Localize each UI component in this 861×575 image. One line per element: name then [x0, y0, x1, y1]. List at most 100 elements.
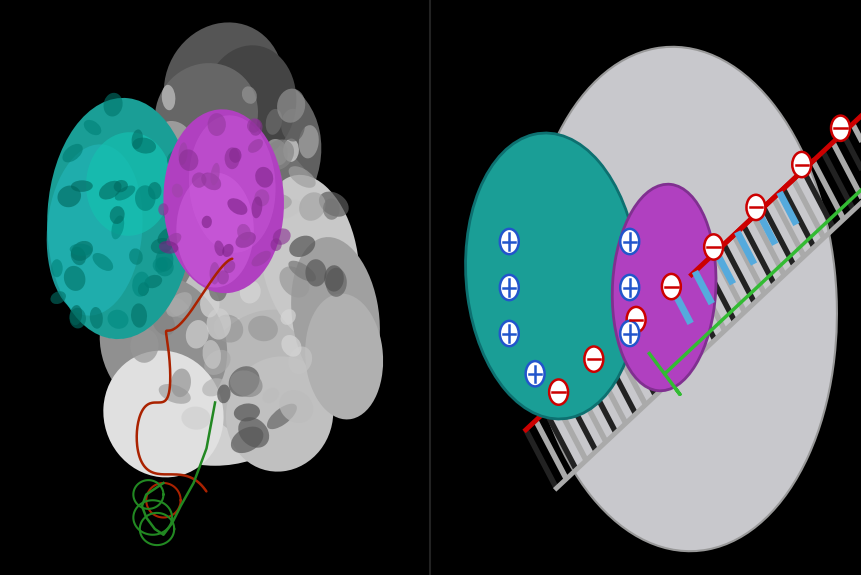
Ellipse shape	[152, 72, 321, 250]
Ellipse shape	[465, 133, 638, 419]
Ellipse shape	[217, 385, 230, 403]
Ellipse shape	[164, 109, 283, 293]
Ellipse shape	[70, 305, 82, 325]
Ellipse shape	[103, 351, 223, 477]
Ellipse shape	[288, 260, 316, 282]
Ellipse shape	[202, 378, 226, 396]
Ellipse shape	[167, 149, 183, 166]
Ellipse shape	[168, 298, 189, 318]
Ellipse shape	[252, 140, 268, 166]
Circle shape	[525, 361, 544, 386]
Ellipse shape	[232, 135, 263, 168]
Ellipse shape	[283, 139, 299, 162]
Ellipse shape	[279, 390, 313, 423]
Ellipse shape	[251, 197, 262, 218]
Ellipse shape	[260, 175, 359, 343]
Ellipse shape	[174, 237, 201, 271]
Circle shape	[626, 307, 645, 332]
Ellipse shape	[177, 172, 253, 288]
Ellipse shape	[71, 241, 93, 261]
Ellipse shape	[158, 384, 190, 404]
Ellipse shape	[141, 217, 160, 233]
Ellipse shape	[279, 266, 309, 297]
Ellipse shape	[305, 259, 326, 286]
Ellipse shape	[62, 144, 83, 162]
Ellipse shape	[115, 186, 135, 201]
Ellipse shape	[210, 163, 220, 185]
Ellipse shape	[115, 274, 146, 305]
Ellipse shape	[305, 294, 382, 419]
Circle shape	[791, 152, 810, 177]
Ellipse shape	[51, 259, 63, 277]
Ellipse shape	[225, 147, 239, 169]
Ellipse shape	[140, 240, 157, 258]
Ellipse shape	[179, 228, 199, 259]
Ellipse shape	[186, 320, 208, 348]
Ellipse shape	[46, 144, 142, 316]
Ellipse shape	[112, 218, 139, 233]
Ellipse shape	[170, 369, 191, 397]
Ellipse shape	[229, 148, 241, 163]
Ellipse shape	[192, 205, 218, 228]
Ellipse shape	[140, 217, 165, 246]
Ellipse shape	[71, 247, 86, 265]
Ellipse shape	[200, 290, 220, 317]
Ellipse shape	[58, 186, 81, 207]
Ellipse shape	[135, 281, 164, 306]
Ellipse shape	[209, 217, 232, 235]
Ellipse shape	[84, 120, 102, 135]
Ellipse shape	[251, 215, 267, 248]
Ellipse shape	[158, 227, 175, 244]
Ellipse shape	[171, 183, 183, 198]
Ellipse shape	[228, 366, 259, 397]
Ellipse shape	[231, 427, 263, 453]
Ellipse shape	[151, 238, 172, 254]
Ellipse shape	[236, 180, 257, 201]
Ellipse shape	[155, 257, 173, 277]
Ellipse shape	[109, 206, 125, 224]
Ellipse shape	[233, 404, 260, 421]
Ellipse shape	[325, 268, 346, 297]
Ellipse shape	[525, 47, 836, 551]
Ellipse shape	[108, 129, 322, 331]
Ellipse shape	[209, 262, 220, 285]
Ellipse shape	[92, 253, 113, 271]
Ellipse shape	[72, 179, 168, 339]
Ellipse shape	[111, 216, 124, 239]
Circle shape	[703, 235, 722, 260]
Ellipse shape	[86, 132, 172, 236]
Ellipse shape	[70, 244, 92, 256]
Ellipse shape	[70, 308, 86, 328]
Ellipse shape	[224, 260, 235, 273]
Ellipse shape	[64, 266, 85, 291]
Ellipse shape	[323, 198, 339, 220]
Ellipse shape	[71, 181, 93, 192]
Ellipse shape	[114, 180, 127, 192]
Ellipse shape	[207, 308, 231, 340]
Ellipse shape	[103, 93, 122, 117]
Ellipse shape	[281, 109, 305, 141]
Circle shape	[548, 380, 567, 405]
Ellipse shape	[239, 281, 260, 304]
Ellipse shape	[272, 228, 290, 245]
Ellipse shape	[158, 241, 178, 254]
Circle shape	[620, 229, 639, 254]
Ellipse shape	[132, 271, 150, 297]
Ellipse shape	[210, 239, 238, 263]
Ellipse shape	[148, 224, 170, 240]
Ellipse shape	[217, 270, 229, 285]
Ellipse shape	[235, 232, 256, 248]
Ellipse shape	[288, 347, 312, 374]
Ellipse shape	[254, 189, 269, 206]
Ellipse shape	[162, 85, 175, 110]
Ellipse shape	[238, 417, 269, 448]
Ellipse shape	[108, 292, 142, 328]
Ellipse shape	[104, 200, 283, 375]
Ellipse shape	[178, 150, 198, 171]
Ellipse shape	[280, 309, 295, 325]
Ellipse shape	[271, 200, 302, 219]
Ellipse shape	[227, 229, 247, 244]
Ellipse shape	[166, 292, 192, 317]
Ellipse shape	[230, 370, 263, 397]
Ellipse shape	[270, 238, 282, 251]
